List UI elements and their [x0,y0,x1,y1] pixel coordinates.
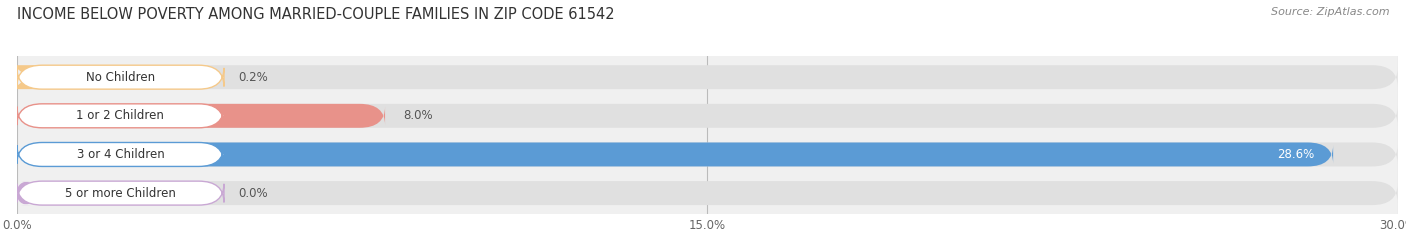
FancyBboxPatch shape [17,181,224,205]
FancyBboxPatch shape [17,143,1398,166]
Text: INCOME BELOW POVERTY AMONG MARRIED-COUPLE FAMILIES IN ZIP CODE 61542: INCOME BELOW POVERTY AMONG MARRIED-COUPL… [17,7,614,22]
Text: 28.6%: 28.6% [1278,148,1315,161]
FancyBboxPatch shape [17,143,224,166]
FancyBboxPatch shape [17,143,1333,166]
FancyBboxPatch shape [1,65,42,89]
Text: Source: ZipAtlas.com: Source: ZipAtlas.com [1271,7,1389,17]
FancyBboxPatch shape [17,104,1398,128]
FancyBboxPatch shape [17,104,224,128]
Text: 8.0%: 8.0% [404,109,433,122]
Text: 1 or 2 Children: 1 or 2 Children [76,109,165,122]
FancyBboxPatch shape [17,181,35,205]
FancyBboxPatch shape [17,181,1398,205]
Text: 0.2%: 0.2% [238,71,267,84]
FancyBboxPatch shape [17,65,1398,89]
FancyBboxPatch shape [17,65,224,89]
Text: No Children: No Children [86,71,155,84]
Text: 5 or more Children: 5 or more Children [65,187,176,200]
FancyBboxPatch shape [17,104,385,128]
Text: 0.0%: 0.0% [238,187,267,200]
Text: 3 or 4 Children: 3 or 4 Children [76,148,165,161]
